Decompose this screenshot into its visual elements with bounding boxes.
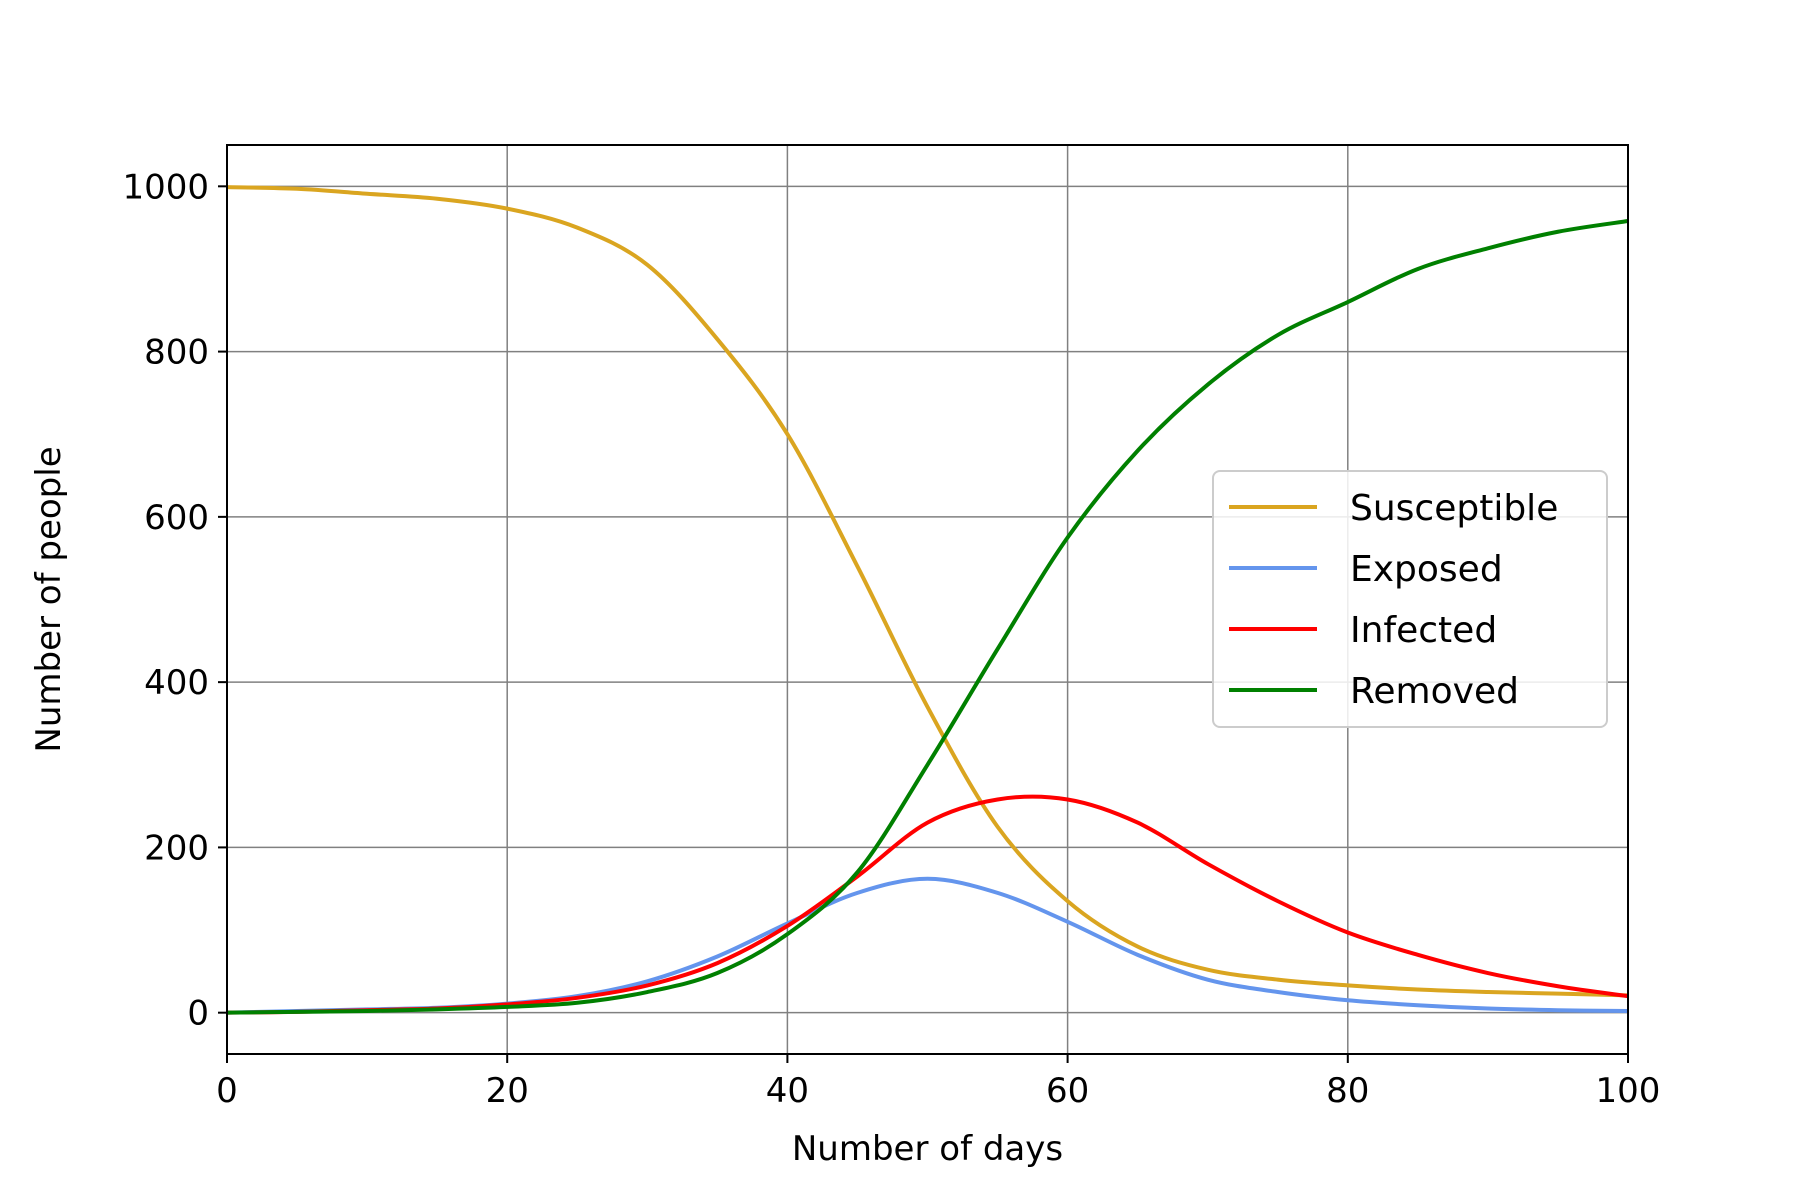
legend-box — [1212, 470, 1608, 728]
y-tick-label: 400 — [144, 663, 209, 703]
x-tick-label: 20 — [486, 1071, 529, 1111]
legend-label-susceptible: Susceptible — [1350, 488, 1558, 529]
x-tick-label: 40 — [766, 1071, 809, 1111]
y-tick-label: 200 — [144, 828, 209, 868]
legend: Susceptible Exposed Infected Removed — [1212, 470, 1608, 728]
x-tick-label: 0 — [216, 1071, 238, 1111]
legend-label-removed: Removed — [1350, 671, 1519, 712]
y-tick-label: 1000 — [122, 167, 209, 207]
y-tick-label: 600 — [144, 498, 209, 538]
legend-label-infected: Infected — [1350, 610, 1497, 651]
y-axis-label: Number of people — [29, 446, 69, 752]
x-tick-label: 100 — [1596, 1071, 1661, 1111]
plot-frame — [226, 144, 1629, 1055]
series-line-removed — [226, 219, 1629, 1015]
legend-label-exposed: Exposed — [1350, 549, 1503, 590]
x-tick-label: 60 — [1046, 1071, 1089, 1111]
series-lines — [226, 185, 1629, 1015]
x-axis-label: Number of days — [792, 1129, 1063, 1169]
series-line-susceptible — [226, 185, 1629, 998]
y-tick-label: 800 — [144, 333, 209, 373]
y-tick-label: 0 — [187, 994, 209, 1034]
x-tick-label: 80 — [1326, 1071, 1369, 1111]
